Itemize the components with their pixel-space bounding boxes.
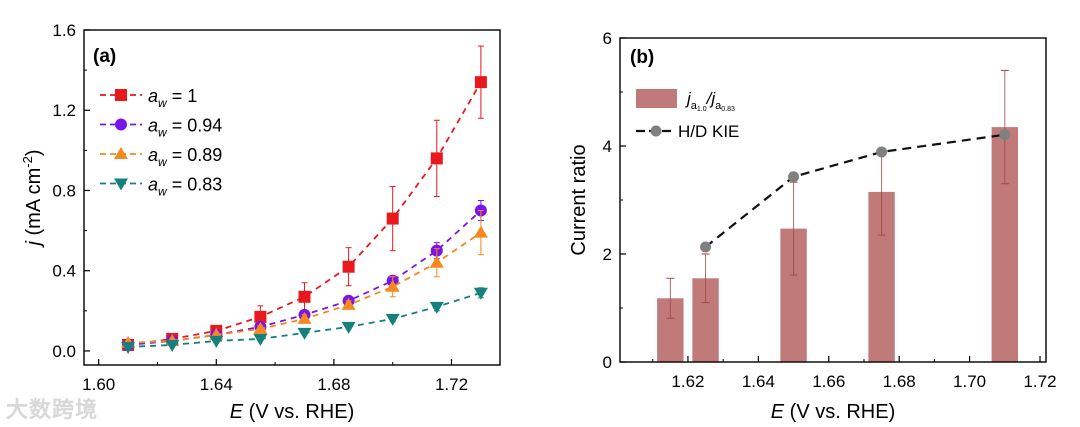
kie-line: [704, 133, 1005, 248]
data-point: [341, 297, 356, 310]
x-tick-label: 1.62: [671, 372, 704, 391]
y-tick-label: 2: [603, 245, 612, 264]
data-point: [253, 333, 268, 346]
x-tick-label: 1.66: [812, 372, 845, 391]
legend-kie-marker: [650, 125, 662, 137]
data-point: [298, 290, 311, 303]
x-tick-label: 1.68: [883, 372, 916, 391]
y-tick-label: 1.2: [52, 101, 76, 120]
kie-point: [876, 146, 888, 158]
x-tick-label: 1.64: [200, 375, 233, 394]
data-point: [386, 212, 399, 225]
series-line: [127, 81, 482, 346]
y-tick-label: 1.6: [52, 21, 76, 40]
data-point: [385, 279, 400, 292]
x-tick-label: 1.72: [435, 375, 468, 394]
watermark: 大数跨境: [6, 398, 99, 423]
legend-bar-swatch: [636, 89, 677, 108]
x-axis-label: E (V vs. RHE): [771, 401, 895, 423]
data-point: [297, 327, 312, 340]
data-point: [430, 152, 443, 165]
legend-label: aw = 0.89: [148, 145, 222, 169]
data-point: [254, 310, 267, 323]
x-tick-label: 1.70: [953, 372, 986, 391]
kie-point: [788, 171, 800, 183]
legend-marker: [115, 89, 127, 101]
plot-frame: [619, 37, 1047, 363]
legend-marker: [114, 147, 128, 159]
data-point: [209, 335, 224, 348]
panel-label: (a): [93, 46, 116, 67]
y-tick-label: 0.4: [52, 262, 76, 281]
x-tick-label: 1.64: [742, 372, 775, 391]
data-point: [341, 321, 356, 334]
legend-bar-label: ja1.0/ja0.83: [685, 89, 735, 113]
legend-label: aw = 1: [148, 86, 197, 110]
data-point: [165, 339, 180, 352]
panel-a: 1.60 1.64 1.68 1.72 0.0 0.4 0.8 1.2 1.6 aw = 1 aw …: [20, 21, 501, 423]
y-axis-label: j (mA cm-2): [20, 149, 45, 248]
series-line: [128, 209, 482, 346]
y-tick-label: 0: [603, 353, 612, 372]
y-axis-label: Current ratio: [568, 144, 590, 255]
plot-frame: [83, 29, 501, 366]
x-axis-label: E (V vs. RHE): [230, 401, 354, 423]
y-tick-label: 0.8: [52, 181, 76, 200]
y-tick-label: 4: [603, 137, 612, 156]
series-3: [121, 287, 488, 354]
y-tick-label: 0.0: [52, 342, 76, 361]
data-point: [473, 225, 488, 238]
data-point: [253, 321, 268, 334]
data-point: [342, 260, 355, 273]
data-point: [385, 313, 400, 326]
x-tick-label: 1.68: [317, 375, 350, 394]
data-point: [121, 341, 136, 354]
legend-marker: [114, 178, 128, 191]
legend-label: aw = 0.83: [148, 175, 222, 199]
x-tick-label: 1.72: [1023, 372, 1056, 391]
data-point: [429, 301, 444, 314]
panel-b: 1.62 1.64 1.66 1.68 1.70 1.72 0 2 4 6 ja1.0/ja0.83…: [568, 29, 1057, 423]
series-2: [121, 210, 488, 348]
kie-point: [700, 241, 712, 253]
panel-label: (b): [630, 47, 654, 68]
data-point: [297, 311, 312, 324]
data-point: [474, 76, 487, 89]
data-point: [429, 255, 444, 268]
y-tick-label: 6: [603, 29, 612, 48]
x-tick-label: 1.60: [82, 375, 115, 394]
legend-marker: [115, 118, 127, 131]
data-point: [473, 287, 488, 300]
kie-point: [999, 129, 1011, 141]
legend-label: aw = 0.94: [148, 116, 222, 140]
legend-kie-label: H/D KIE: [678, 122, 739, 141]
